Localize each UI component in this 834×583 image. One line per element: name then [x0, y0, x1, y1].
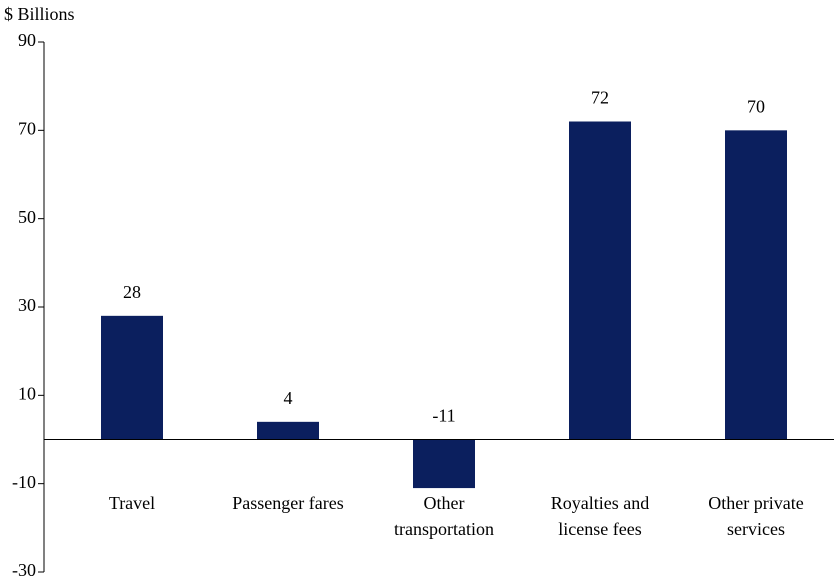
x-tick-label: Other transportation	[394, 493, 494, 539]
bar	[569, 121, 631, 440]
bar	[413, 439, 475, 489]
y-tick-label: -30	[12, 560, 36, 580]
value-label: 70	[747, 96, 765, 116]
x-tick-label: Other private services	[708, 493, 803, 539]
y-tick-label: 50	[18, 207, 36, 227]
value-label: 4	[284, 388, 293, 408]
y-tick-label: 90	[18, 30, 36, 50]
x-tick-label: Travel	[109, 493, 155, 513]
bar	[101, 315, 163, 440]
bar	[257, 421, 319, 440]
value-label: 28	[123, 282, 141, 302]
y-tick-label: 70	[18, 118, 36, 138]
x-tick-label: Royalties and license fees	[551, 493, 649, 539]
bar	[725, 130, 787, 440]
y-axis-label: $ Billions	[4, 4, 75, 24]
y-tick-label: 30	[18, 295, 36, 315]
value-label: 72	[591, 88, 609, 108]
y-tick-label: -10	[12, 472, 36, 492]
x-tick-label: Passenger fares	[232, 493, 343, 513]
value-label: -11	[432, 406, 455, 426]
y-tick-label: 10	[18, 383, 36, 403]
